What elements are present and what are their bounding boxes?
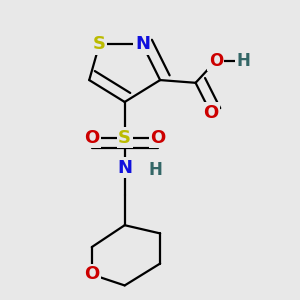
Text: S: S: [93, 35, 106, 53]
Text: O: O: [203, 104, 218, 122]
Text: O: O: [150, 129, 165, 147]
Text: H: H: [237, 52, 250, 70]
Text: S: S: [118, 129, 131, 147]
Text: N: N: [117, 159, 132, 177]
Text: H: H: [148, 161, 162, 179]
Text: O: O: [84, 129, 99, 147]
Text: N: N: [135, 35, 150, 53]
Text: O: O: [84, 266, 99, 284]
Text: O: O: [209, 52, 223, 70]
